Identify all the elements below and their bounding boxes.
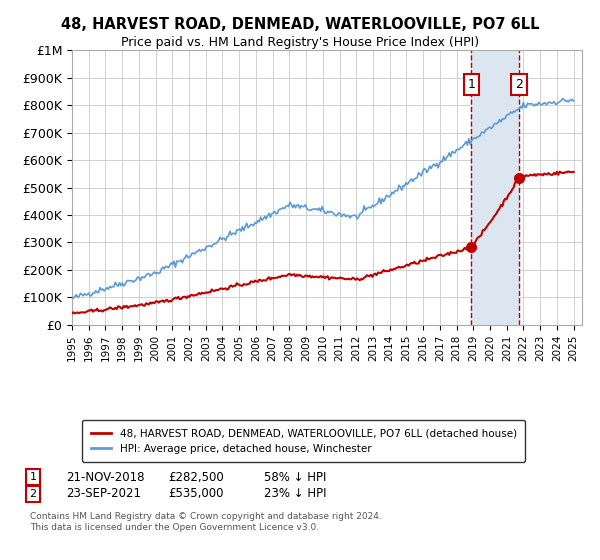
Legend: 48, HARVEST ROAD, DENMEAD, WATERLOOVILLE, PO7 6LL (detached house), HPI: Average: 48, HARVEST ROAD, DENMEAD, WATERLOOVILLE… [82,421,525,462]
Text: Price paid vs. HM Land Registry's House Price Index (HPI): Price paid vs. HM Land Registry's House … [121,36,479,49]
Text: 23-SEP-2021: 23-SEP-2021 [66,487,141,501]
Text: 2: 2 [29,489,37,499]
Text: 48, HARVEST ROAD, DENMEAD, WATERLOOVILLE, PO7 6LL: 48, HARVEST ROAD, DENMEAD, WATERLOOVILLE… [61,17,539,32]
Text: 1: 1 [29,472,37,482]
Bar [472,50,519,325]
Text: 58% ↓ HPI: 58% ↓ HPI [264,470,326,484]
Text: Contains HM Land Registry data © Crown copyright and database right 2024.
This d: Contains HM Land Registry data © Crown c… [30,512,382,532]
Text: 23% ↓ HPI: 23% ↓ HPI [264,487,326,501]
Text: £282,500: £282,500 [168,470,224,484]
Text: 2: 2 [515,78,523,91]
Text: £535,000: £535,000 [168,487,224,501]
Text: 1: 1 [467,78,475,91]
Text: 21-NOV-2018: 21-NOV-2018 [66,470,145,484]
